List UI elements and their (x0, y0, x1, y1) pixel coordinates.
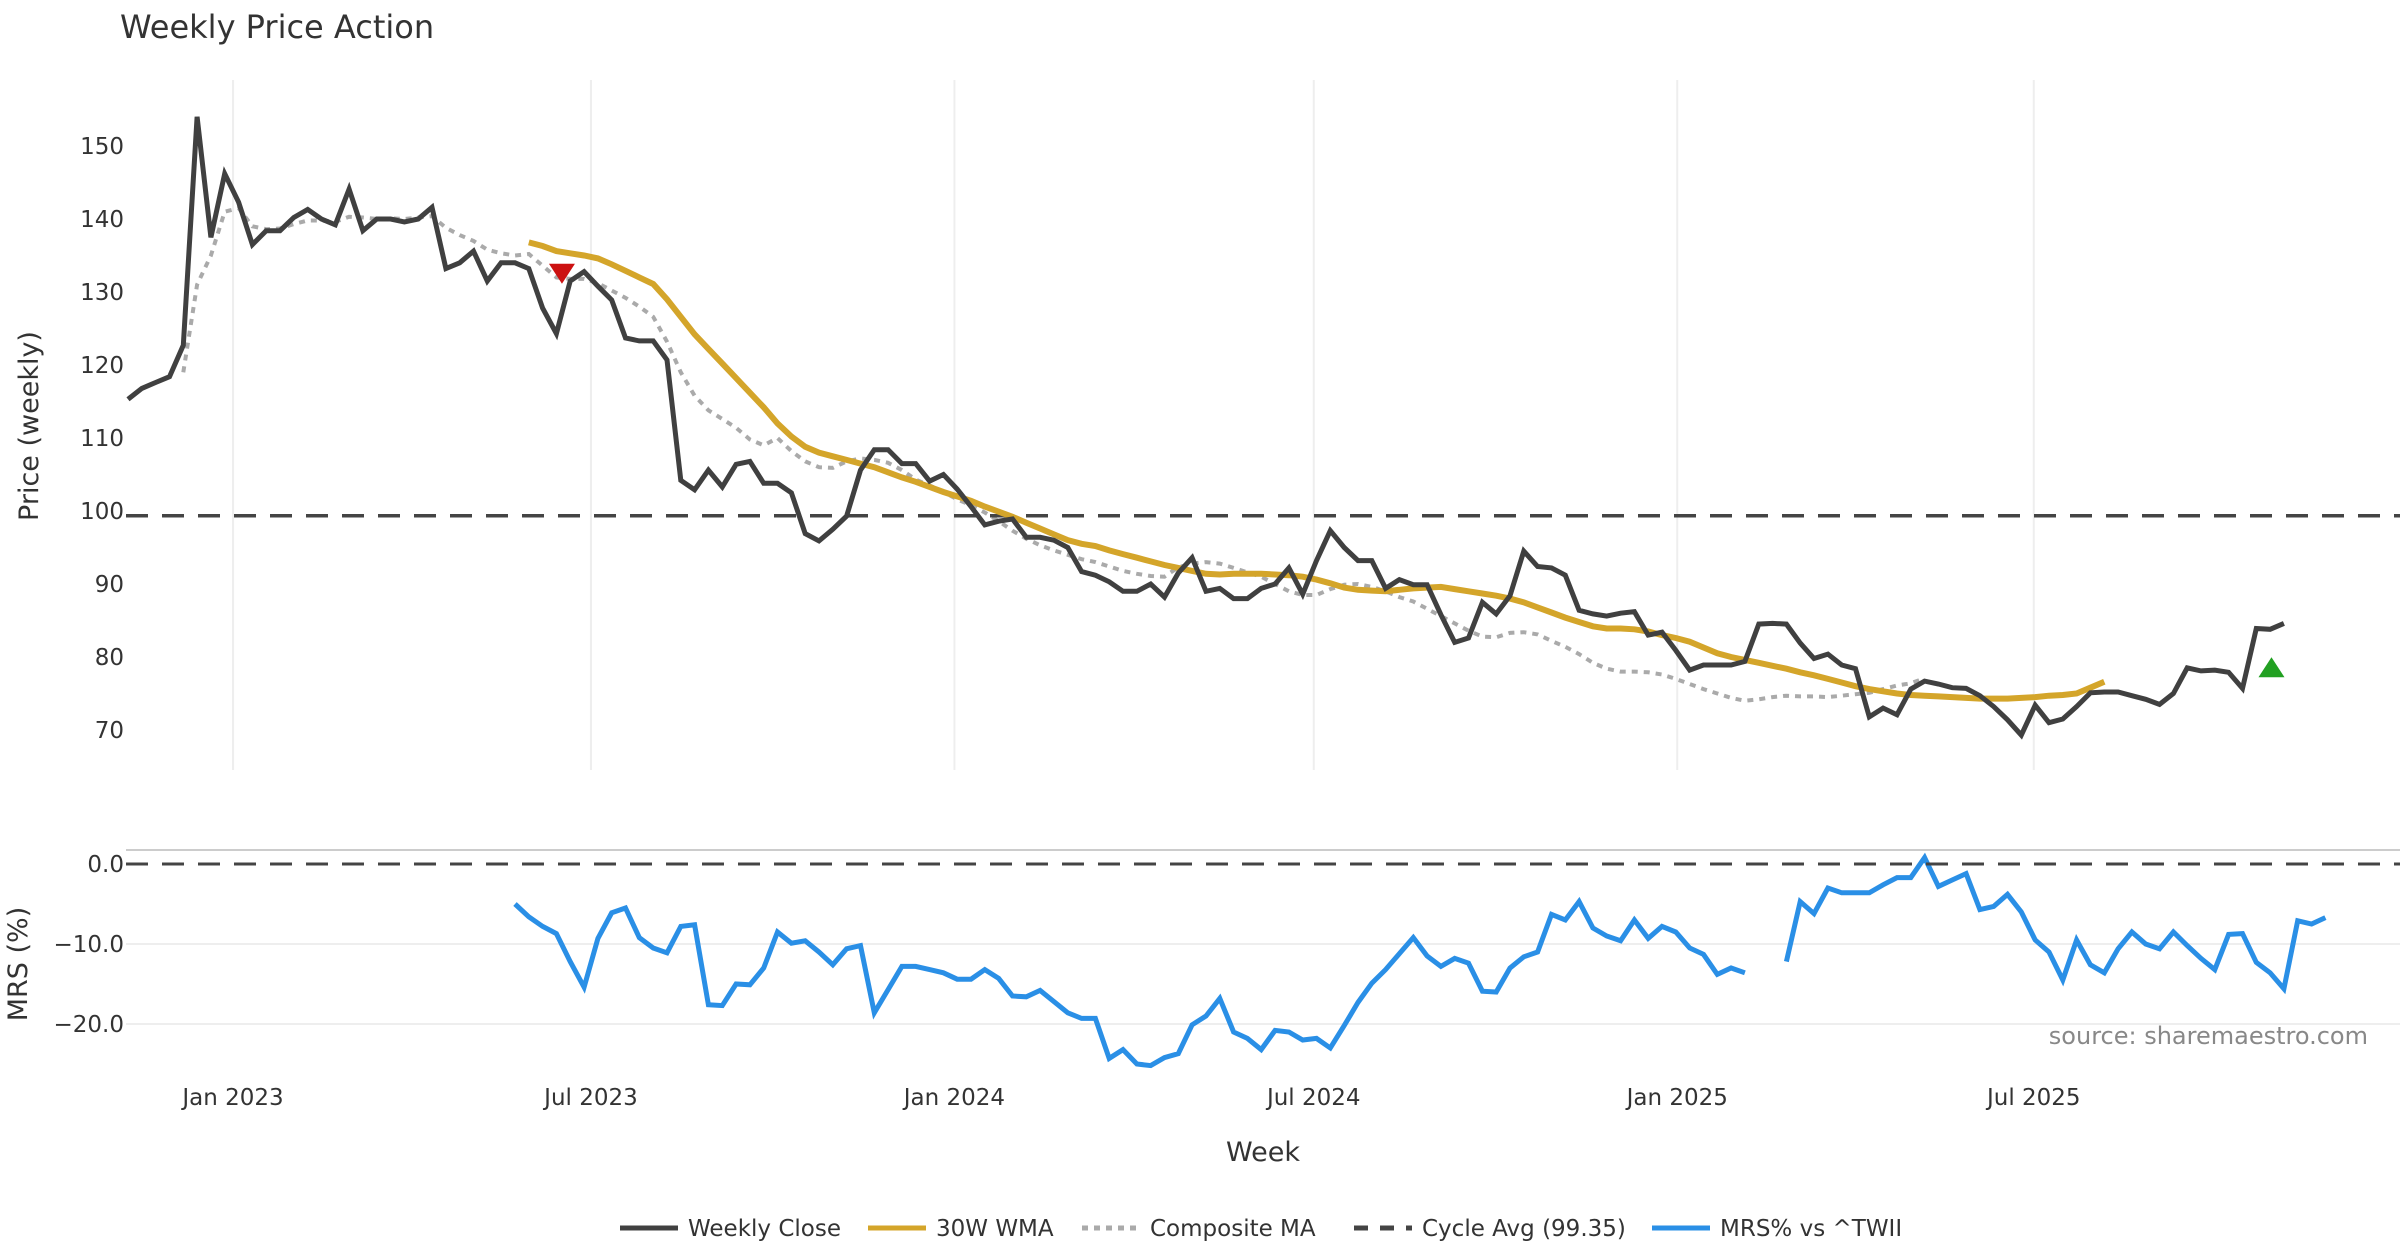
legend-label: MRS% vs ^TWII (1720, 1216, 1902, 1242)
mrs-y-tick-label: −20.0 (54, 1012, 124, 1038)
price-y-tick-label: 130 (80, 280, 124, 306)
price-y-tick-label: 120 (80, 353, 124, 379)
x-ticks: Jan 2023 Jul 2023 Jan 2024 Jul 2024 Jan 2025… (180, 1085, 2080, 1111)
composite-ma-line (181, 205, 1926, 703)
legend: Weekly Close 30W WMA Composite MA Cycle Avg… (620, 1216, 1902, 1242)
mrs-y-axis-label: MRS (%) (3, 907, 34, 1022)
price-lines (126, 116, 2400, 740)
x-tick-label: Jul 2025 (1985, 1085, 2081, 1111)
price-y-tick-label: 150 (80, 134, 124, 160)
30w-wma-line (528, 239, 2106, 702)
price-y-tick-label: 110 (80, 426, 124, 452)
x-tick-label: Jan 2024 (902, 1085, 1005, 1111)
x-tick-label: Jan 2025 (1625, 1085, 1728, 1111)
sell-signal-marker (548, 263, 575, 284)
buy-signal-marker (2258, 657, 2285, 678)
mrs-y-tick-label: 0.0 (87, 852, 124, 878)
price-grid (232, 80, 2035, 770)
weekly-close-line (126, 116, 2285, 740)
legend-label: Weekly Close (688, 1216, 841, 1242)
x-tick-label: Jan 2023 (180, 1085, 283, 1111)
legend-label: Composite MA (1150, 1216, 1316, 1242)
price-y-tick-label: 80 (95, 645, 124, 671)
chart-title: Weekly Price Action (120, 8, 434, 46)
mrs-y-tick-label: −10.0 (54, 932, 124, 958)
mrs-lines (126, 852, 2400, 1069)
legend-label: 30W WMA (936, 1216, 1054, 1242)
legend-label: Cycle Avg (99.35) (1422, 1216, 1626, 1242)
price-y-ticks: 70 80 90 100 110 120 130 140 150 (80, 134, 124, 744)
mrs-line-segment (1783, 852, 2327, 995)
x-tick-label: Jul 2024 (1265, 1085, 1361, 1111)
price-y-axis-label: Price (weekly) (14, 331, 45, 521)
price-y-tick-label: 140 (80, 207, 124, 233)
price-y-tick-label: 70 (95, 718, 124, 744)
x-axis-label: Week (1226, 1137, 1300, 1168)
source-text: source: sharemaestro.com (2049, 1022, 2368, 1050)
price-y-tick-label: 100 (80, 499, 124, 525)
mrs-y-ticks: 0.0 −10.0 −20.0 (54, 852, 124, 1038)
mrs-line-segment (513, 896, 1746, 1069)
x-tick-label: Jul 2023 (542, 1085, 638, 1111)
price-y-tick-label: 90 (95, 572, 124, 598)
mrs-grid (126, 943, 2400, 1025)
signal-markers (548, 263, 2285, 678)
